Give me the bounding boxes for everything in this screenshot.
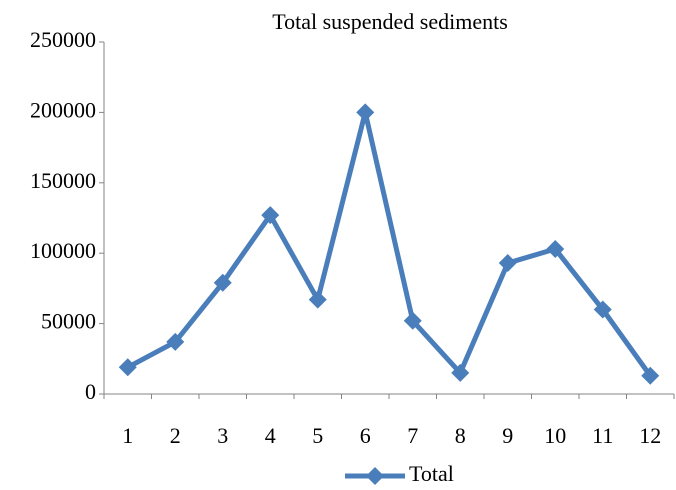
x-tick-label: 6 [360,423,371,448]
marker [166,332,185,351]
y-tick-label: 150000 [30,168,96,193]
x-tick-label: 4 [265,423,276,448]
x-tick-label: 11 [592,423,613,448]
line [126,109,653,378]
marker [118,358,137,377]
x-tick-label: 7 [407,423,418,448]
chart-title: Total suspended sediments [272,9,508,34]
y-tick-label: 200000 [30,97,96,122]
marker [498,254,517,273]
x-tick-label: 8 [455,423,466,448]
x-tick-label: 5 [312,423,323,448]
y-tick-label: 100000 [30,238,96,263]
x-tick-label: 10 [544,423,566,448]
marker [356,103,375,122]
legend-marker [366,467,384,485]
legend-label: Total [409,461,454,486]
y-tick-label: 250000 [30,27,96,52]
marker [451,363,470,382]
x-tick-label: 1 [122,423,133,448]
x-tick-label: 2 [170,423,181,448]
marker [403,311,422,330]
marker [308,290,327,309]
marker [641,366,660,385]
x-tick-label: 9 [502,423,513,448]
marker [213,273,232,292]
marker [546,239,565,258]
y-tick-label: 0 [85,379,96,404]
marker [593,300,612,319]
x-tick-label: 12 [639,423,661,448]
y-tick-label: 50000 [41,309,96,334]
marker [261,206,280,225]
x-tick-label: 3 [217,423,228,448]
